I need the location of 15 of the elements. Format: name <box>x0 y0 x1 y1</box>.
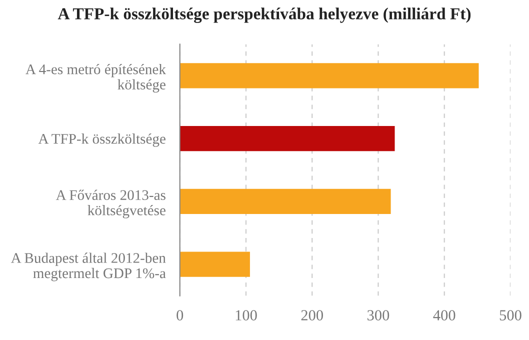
x-tick-label: 100 <box>236 310 257 320</box>
bar <box>180 252 250 277</box>
bar <box>180 188 391 214</box>
y-tick-label: A Budapest által 2012-ben megtermelt GDP 1%-a <box>10 252 166 282</box>
bar <box>180 63 479 88</box>
x-tick-label: 0 <box>176 310 184 320</box>
x-tick-label: 300 <box>368 310 390 320</box>
y-tick-label: A Főváros 2013-as költségvetése <box>56 190 166 218</box>
x-tick-label: 200 <box>301 310 323 320</box>
bar <box>180 126 395 152</box>
x-tick-label: 500 <box>500 310 522 320</box>
y-tick-label: A TFP-k összköltsége <box>38 133 166 147</box>
x-tick-label: 400 <box>433 310 456 320</box>
chart-title: A TFP-k összköltsége perspektívába helyezve (milliárd Ft) <box>58 8 471 23</box>
y-tick-label: A 4-es metró építésének költsége <box>26 64 166 93</box>
